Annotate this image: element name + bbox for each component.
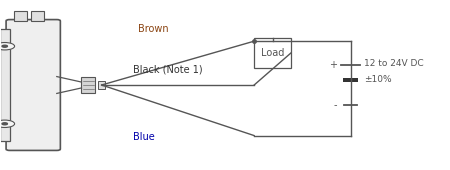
Bar [31, 11, 44, 21]
Text: Load: Load [261, 48, 284, 58]
Text: 12 to 24V DC: 12 to 24V DC [364, 59, 424, 68]
Bar [98, 81, 105, 89]
Bar [0, 29, 9, 141]
Bar [343, 78, 358, 82]
Text: Blue: Blue [133, 132, 155, 142]
Circle shape [2, 123, 7, 125]
Bar [14, 11, 27, 21]
Circle shape [2, 45, 7, 47]
Circle shape [0, 42, 14, 50]
Bar [254, 38, 291, 68]
Text: +: + [329, 60, 337, 70]
FancyBboxPatch shape [6, 20, 60, 150]
Text: Black (Note 1): Black (Note 1) [133, 65, 202, 75]
Text: Brown: Brown [138, 24, 168, 34]
Bar [81, 77, 95, 93]
Circle shape [0, 120, 14, 128]
Text: ±10%: ±10% [364, 75, 392, 84]
Text: -: - [333, 100, 337, 110]
